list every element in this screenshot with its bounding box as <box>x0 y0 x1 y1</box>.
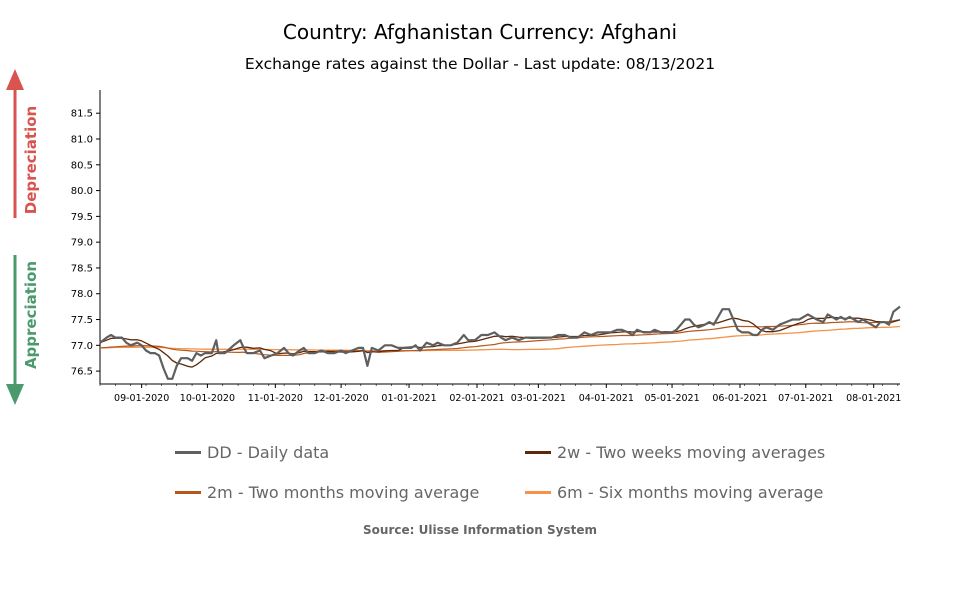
y-tick-label: 78.0 <box>71 289 93 300</box>
chart-title: Country: Afghanistan Currency: Afghani <box>282 20 678 44</box>
x-tick-label: 07-01-2021 <box>778 393 833 404</box>
y-tick-label: 80.5 <box>71 160 93 171</box>
x-tick-label: 03-01-2021 <box>511 393 566 404</box>
y-tick-label: 76.5 <box>71 367 93 378</box>
legend-item-2w: 2w - Two weeks moving averages <box>525 443 825 462</box>
y-tick-label: 77.0 <box>71 341 93 352</box>
y-tick-label: 79.0 <box>71 238 93 249</box>
y-tick-label: 78.5 <box>71 263 93 274</box>
y-tick-label: 80.0 <box>71 186 93 197</box>
chart-subtitle: Exchange rates against the Dollar - Last… <box>244 55 716 73</box>
x-tick-label: 02-01-2021 <box>449 393 504 404</box>
legend-item-2m: 2m - Two months moving average <box>175 483 479 502</box>
x-tick-label: 11-01-2020 <box>248 393 303 404</box>
legend-label-2w: 2w - Two weeks moving averages <box>557 443 826 462</box>
appreciation-label: Appreciation <box>22 261 40 369</box>
direction-indicators: Depreciation Appreciation <box>6 69 40 405</box>
legend-label-2m: 2m - Two months moving average <box>207 483 480 502</box>
source-note: Source: Ulisse Information System <box>363 523 597 537</box>
appreciation-arrow-head <box>6 384 24 405</box>
series-line-daily <box>99 305 901 380</box>
x-tick-label: 04-01-2021 <box>579 393 634 404</box>
legend-swatch-2m <box>175 491 201 494</box>
x-tick-label: 09-01-2020 <box>114 393 169 404</box>
y-tick-label: 77.5 <box>71 315 93 326</box>
legend-swatch-6m <box>525 491 551 494</box>
chart-axes: 76.5 77.0 77.5 78.0 78.5 79.0 79.5 80.0 80.5 81.0… <box>71 90 901 404</box>
x-tick-label: 12-01-2020 <box>313 393 368 404</box>
x-tick-label: 05-01-2021 <box>644 393 699 404</box>
depreciation-arrow-head <box>6 69 24 90</box>
x-tick-label: 01-01-2021 <box>381 393 436 404</box>
legend-label-daily: DD - Daily data <box>207 443 330 462</box>
legend-item-6m: 6m - Six months moving average <box>525 483 823 502</box>
x-tick-label: 10-01-2020 <box>180 393 235 404</box>
legend-label-6m: 6m - Six months moving average <box>557 483 824 502</box>
y-tick-label: 81.5 <box>71 109 93 120</box>
depreciation-label: Depreciation <box>22 106 40 214</box>
y-tick-label: 79.5 <box>71 212 93 223</box>
y-tick-label: 81.0 <box>71 135 93 146</box>
legend-swatch-2w <box>525 451 551 454</box>
x-tick-label: 06-01-2021 <box>712 393 767 404</box>
legend-swatch-daily <box>175 451 201 454</box>
legend-item-daily: DD - Daily data <box>175 443 329 462</box>
series-layer <box>99 305 901 380</box>
x-tick-label: 08-01-2021 <box>846 393 901 404</box>
